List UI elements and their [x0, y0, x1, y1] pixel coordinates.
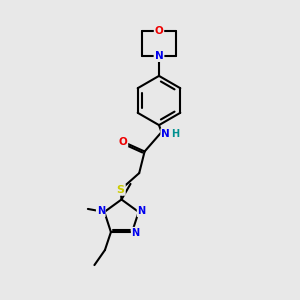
- Text: O: O: [154, 26, 164, 36]
- Text: N: N: [161, 129, 170, 139]
- Text: N: N: [97, 206, 105, 216]
- Text: N: N: [132, 228, 140, 238]
- Text: O: O: [118, 136, 127, 147]
- Text: N: N: [154, 51, 164, 61]
- Text: N: N: [138, 206, 146, 216]
- Text: H: H: [171, 129, 180, 139]
- Text: S: S: [117, 184, 124, 195]
- Text: S: S: [117, 184, 124, 195]
- Text: N: N: [154, 51, 164, 61]
